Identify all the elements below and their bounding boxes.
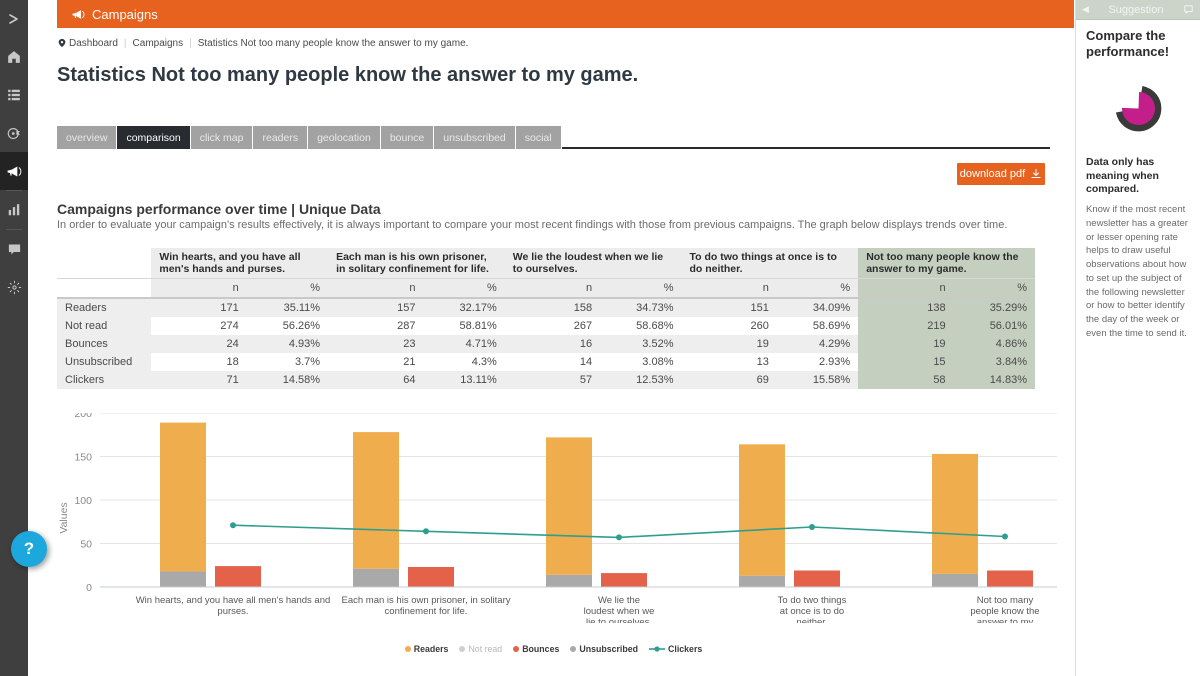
svg-text:We lie the: We lie the [598, 595, 640, 606]
svg-text:Win hearts, and you have all m: Win hearts, and you have all men's hands… [136, 595, 331, 606]
svg-text:answer to my: answer to my [977, 617, 1034, 623]
svg-text:0: 0 [86, 582, 92, 594]
svg-text:loudest when we: loudest when we [584, 606, 655, 617]
svg-text:purses.: purses. [217, 606, 248, 617]
svg-text:at once is to do: at once is to do [780, 606, 844, 617]
svg-text:confinement for life.: confinement for life. [385, 606, 468, 617]
svg-text:people know the: people know the [970, 606, 1039, 617]
svg-text:100: 100 [74, 495, 92, 507]
svg-text:150: 150 [74, 452, 92, 464]
svg-text:Each man is his own prisoner,: Each man is his own prisoner, in solitar… [342, 595, 511, 606]
svg-text:To do two things: To do two things [778, 595, 847, 606]
svg-text:Not too many: Not too many [977, 595, 1034, 606]
svg-text:Values: Values [58, 502, 70, 533]
svg-text:lie to ourselves.: lie to ourselves. [586, 617, 652, 623]
svg-text:50: 50 [80, 539, 92, 551]
svg-text:neither.: neither. [796, 617, 827, 623]
svg-text:200: 200 [74, 413, 92, 420]
